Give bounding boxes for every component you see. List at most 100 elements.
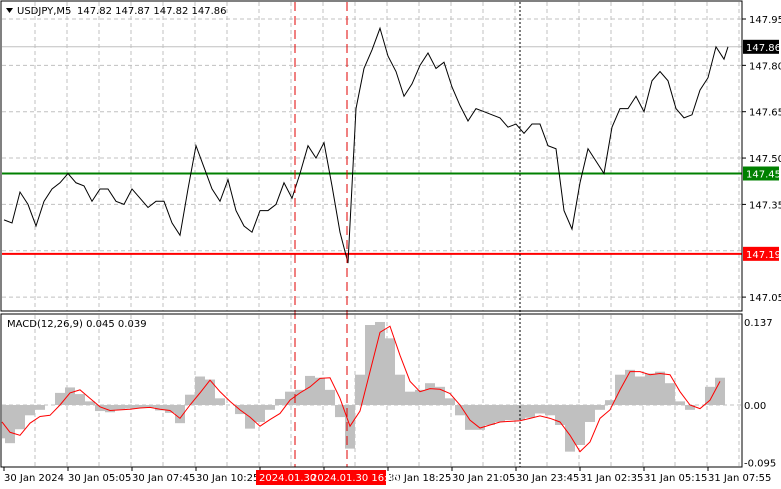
macd-histogram-bar <box>705 386 715 405</box>
macd-histogram-bar <box>335 405 345 418</box>
time-tick-label: 30 Jan 05:05 <box>68 473 131 484</box>
macd-histogram-bar <box>515 405 525 421</box>
macd-histogram-bar <box>205 379 215 405</box>
time-tick-label: 31 Jan 02:35 <box>580 473 643 484</box>
marker-time-tag <box>256 470 386 485</box>
macd-histogram-bar <box>175 405 185 424</box>
price-level-tag <box>743 166 779 181</box>
price-tick-label: 147.65 <box>749 108 781 119</box>
macd-histogram-bar <box>195 376 205 405</box>
macd-histogram-bar <box>465 405 475 430</box>
macd-histogram-bar <box>485 405 495 425</box>
macd-histogram-bar <box>575 405 585 445</box>
macd-histogram-bar <box>125 405 135 409</box>
price-tick-label: 147.80 <box>749 61 781 72</box>
macd-pane-border <box>0 313 743 468</box>
macd-histogram-bar <box>635 376 645 405</box>
macd-histogram-bar <box>535 405 545 414</box>
time-axis: 30 Jan 2024 30 Jan 05:05 30 Jan 07:45 30 Ja… <box>3 467 771 485</box>
macd-tick-label: 0.00 <box>744 401 766 412</box>
macd-histogram-bar <box>15 405 25 430</box>
macd-histogram-bar <box>655 371 665 405</box>
macd-histogram-bar <box>295 389 305 405</box>
price-line <box>3 26 729 264</box>
macd-histogram-bar <box>455 405 465 416</box>
time-tick-label: 30 Jan 23:45 <box>516 473 579 484</box>
macd-signal-line <box>1 325 721 453</box>
main-pane-border <box>0 0 743 312</box>
macd-label: MACD(12,26,9) 0.045 0.039 <box>7 319 147 330</box>
price-tick-label: 147.95 <box>749 15 781 26</box>
macd-histogram-bar <box>685 405 695 410</box>
macd-histogram-bar <box>405 391 415 405</box>
macd-histogram-bar <box>185 394 195 405</box>
macd-histogram-bar <box>445 398 455 405</box>
macd-histogram-bar <box>565 405 575 452</box>
macd-histogram-bar <box>585 405 595 422</box>
time-tick-label: 30 Jan 07:45 <box>132 473 195 484</box>
price-level-label: 147.86 <box>746 43 781 54</box>
time-tick-label: 30 Jan 18:25 <box>388 473 451 484</box>
price-axis: 147.95 147.80 147.65 147.50 147.35 147.05 147.… <box>742 15 781 470</box>
chart-header: USDJPY,M5 147.82 147.87 147.82 147.86 <box>6 6 227 17</box>
macd-histogram-bar <box>525 405 535 418</box>
macd-histogram-bar <box>215 398 225 405</box>
macd-histogram-bar <box>265 405 275 410</box>
macd-histogram-bar <box>675 401 685 405</box>
macd-histogram-bar <box>605 400 615 405</box>
macd-histogram-bar <box>65 387 75 405</box>
macd-histogram-bar <box>155 405 165 411</box>
time-tick-label: 30 Jan 21:05 <box>452 473 515 484</box>
macd-histogram-bar <box>95 405 105 412</box>
macd-histogram-bar <box>375 321 385 405</box>
macd-histogram-bar <box>25 405 35 416</box>
macd-histogram-bar <box>315 377 325 405</box>
macd-histogram-bar <box>415 389 425 405</box>
macd-histogram-bar <box>645 373 655 405</box>
marker-time-label: 2024.01.30 <box>259 473 316 484</box>
macd-histogram-bar <box>305 375 315 405</box>
price-level-label: 147.19 <box>746 250 781 261</box>
time-tick-label: 30 Jan 10:25 <box>196 473 259 484</box>
price-tick-label: 147.35 <box>749 200 781 211</box>
macd-histogram-bar <box>475 405 485 430</box>
macd-histogram-bar <box>425 383 435 405</box>
marker-time-label: 2024.01.30 16:45 <box>311 473 400 484</box>
ohlc-values: 147.82 147.87 147.82 147.86 <box>77 6 227 17</box>
macd-histogram-bar <box>555 405 565 425</box>
macd-histogram-bar <box>715 377 725 405</box>
time-tick-label: 31 Jan 07:55 <box>708 473 771 484</box>
macd-histogram-bar <box>275 398 285 405</box>
vertical-markers <box>294 2 521 467</box>
price-level-label: 147.45 <box>746 170 781 181</box>
time-tick-label: 30 Jan 2024 <box>4 473 64 484</box>
macd-histogram-bar <box>85 401 95 405</box>
macd-histogram-bar <box>325 389 335 405</box>
macd-tick-label: -0.095 <box>744 459 776 470</box>
price-pane[interactable] <box>3 26 729 264</box>
macd-histogram-bar <box>545 405 555 416</box>
macd-histogram-bar <box>115 405 125 410</box>
macd-histogram-bar <box>145 405 155 408</box>
macd-histogram-bar <box>435 386 445 405</box>
price-level-tag <box>743 246 779 261</box>
macd-histogram-bar <box>365 325 375 405</box>
triangle-down-icon[interactable] <box>6 8 13 13</box>
macd-histogram-bar <box>665 383 675 405</box>
price-tick-label: 147.50 <box>749 154 781 165</box>
macd-histogram-bar <box>255 405 265 422</box>
macd-pane[interactable] <box>1 321 725 453</box>
macd-tick-label: 0.137 <box>744 318 773 329</box>
price-level-tag <box>743 39 779 54</box>
time-tick-label: 31 Jan 05:15 <box>644 473 707 484</box>
macd-histogram-bar <box>385 338 395 405</box>
price-levels <box>2 46 742 255</box>
macd-histogram-bar <box>105 405 115 413</box>
macd-histogram-bar <box>5 405 15 444</box>
macd-histogram-bar <box>75 394 85 405</box>
symbol-label: USDJPY,M5 <box>17 6 71 17</box>
macd-histogram-bar <box>505 405 515 421</box>
macd-histogram-bar <box>595 405 605 410</box>
macd-histogram-bar <box>135 405 145 409</box>
